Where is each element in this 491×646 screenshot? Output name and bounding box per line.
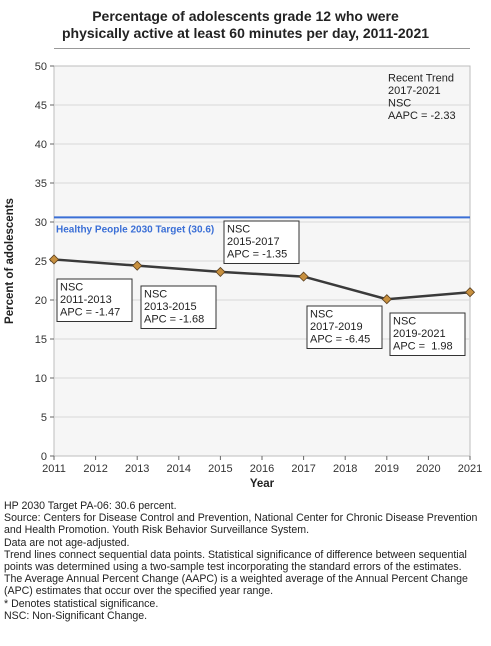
x-tick-label: 2011 [42, 463, 66, 475]
x-tick-label: 2012 [83, 463, 107, 475]
x-axis-label: Year [250, 478, 275, 490]
footnote-6: * Denotes statistical significance. [4, 597, 159, 610]
y-tick-label: 40 [35, 139, 47, 151]
annotation-text: 2015-2017 [227, 236, 280, 248]
chart-title-line-2: physically active at least 60 minutes pe… [61, 25, 430, 41]
annotation-text: NSC [60, 282, 83, 294]
footnote-4: Trend lines connect sequential data poin… [4, 548, 467, 574]
y-axis-ticks: 0 5 10 15 20 25 30 35 40 45 50 [35, 61, 54, 463]
data-point [298, 271, 309, 282]
annotation-text: 2011-2013 [60, 294, 112, 306]
footnote-1: HP 2030 Target PA-06: 30.6 percent. [4, 500, 177, 512]
annotation-text: 2019-2021 [393, 328, 446, 340]
annotation-text: AAPC = -2.33 [388, 110, 456, 122]
y-tick-label: 10 [35, 373, 47, 385]
x-tick-label: 2017 [291, 463, 315, 475]
title-divider [54, 48, 470, 49]
x-tick-label: 2021 [458, 463, 482, 475]
annotation-frame [306, 305, 383, 349]
annotation-text: NSC [144, 289, 167, 301]
x-tick-label: 2013 [125, 463, 149, 475]
chart-title-line-1: Percentage of adolescents grade 12 who w… [92, 8, 399, 24]
y-tick-label: 50 [35, 61, 47, 73]
annotation-text: APC = 1.98 [393, 341, 453, 353]
annotation-frame [223, 220, 300, 264]
chart-title: Percentage of adolescents grade 12 who w… [0, 8, 491, 42]
y-tick-label: 30 [35, 217, 47, 229]
x-tick-label: 2015 [208, 463, 232, 475]
annotation-text: Recent Trend [388, 73, 454, 85]
footnote-7: NSC: Non-Significant Change. [4, 609, 148, 622]
x-tick-label: 2016 [250, 463, 274, 475]
footnote-2: Source: Centers for Disease Control and … [4, 512, 478, 537]
data-point [132, 260, 143, 271]
annotation-frame [389, 312, 466, 356]
x-tick-label: 2018 [333, 463, 357, 475]
data-point [215, 266, 226, 277]
annotation-text: APC = -1.47 [60, 307, 120, 319]
data-point [48, 254, 60, 265]
annotation-text: APC = -1.68 [144, 314, 204, 326]
footnotes: HP 2030 Target PA-06: 30.6 percent. Sour… [4, 500, 488, 622]
y-tick-label: 15 [35, 334, 47, 346]
annotation-text: 2017-2019 [310, 321, 363, 333]
data-point [381, 294, 392, 305]
annotation-text: 2013-2015 [144, 301, 197, 313]
x-tick-label: 2019 [375, 463, 399, 475]
annotation-frame [140, 285, 217, 329]
data-point [464, 287, 476, 298]
annotation-text: APC = -1.35 [227, 249, 287, 261]
target-label: Healthy People 2030 Target (30.6) [56, 224, 214, 235]
x-tick-label: 2014 [167, 463, 191, 475]
annotation-text: NSC [388, 98, 411, 110]
annotation-text: NSC [393, 316, 416, 328]
annotation-frame [56, 278, 133, 322]
y-tick-label: 35 [35, 178, 47, 190]
footnote-5: The Average Annual Percent Change (AAPC)… [4, 573, 468, 598]
y-tick-label: 5 [41, 412, 47, 424]
x-axis-ticks: 2011 2012 2013 2014 2015 2016 2017 2018 2019 2020… [42, 456, 482, 475]
y-tick-label: 45 [35, 100, 47, 112]
data-series [48, 254, 476, 305]
y-tick-label: 20 [35, 295, 47, 307]
y-axis-label: Percent of adolescents [4, 198, 16, 324]
y-tick-label: 25 [35, 256, 47, 268]
annotation-text: NSC [310, 309, 333, 321]
annotation-text: APC = -6.45 [310, 334, 370, 346]
annotation-text: NSC [227, 224, 250, 236]
x-tick-label: 2020 [416, 463, 440, 475]
annotation-text: 2017-2021 [388, 85, 441, 97]
footnote-3: Data are not age-adjusted. [4, 536, 130, 549]
series-line [53, 258, 471, 301]
y-tick-label: 0 [41, 451, 47, 463]
